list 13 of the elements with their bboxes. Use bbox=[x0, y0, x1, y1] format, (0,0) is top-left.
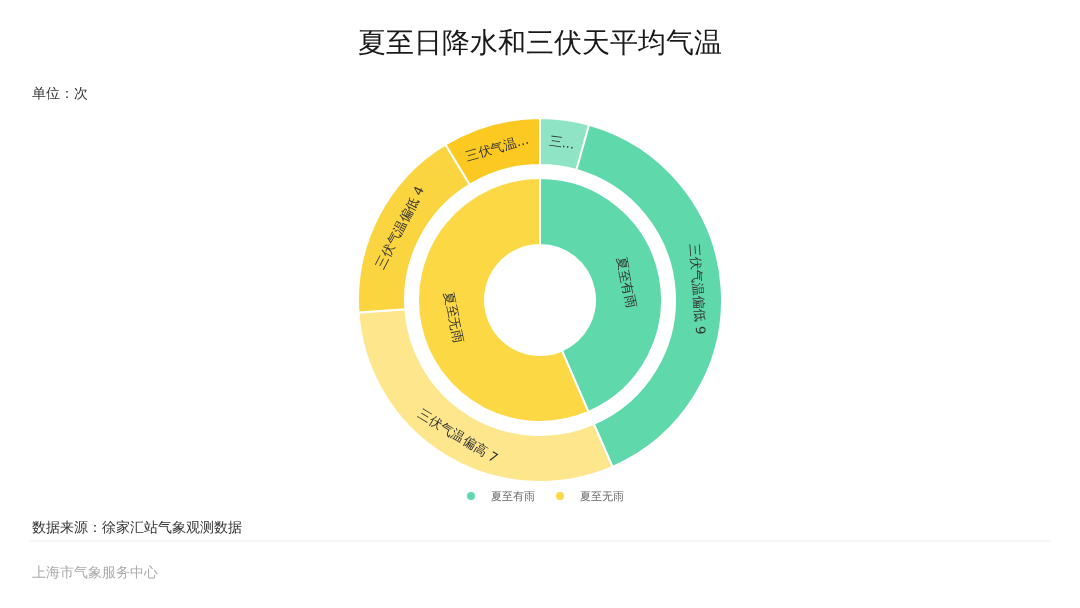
chart-title: 夏至日降水和三伏天平均气温 bbox=[358, 25, 722, 59]
source-note: 数据来源：徐家汇站气象观测数据 bbox=[32, 519, 242, 535]
slice-label: 三伏气温偏低 9 bbox=[687, 243, 709, 335]
slice-label: 夏至无雨 bbox=[441, 290, 467, 345]
slice-label: 三伏气温... bbox=[464, 131, 531, 164]
slice-label: 三... bbox=[548, 133, 576, 152]
slice-label: 三伏气温偏低 4 bbox=[372, 183, 428, 271]
legend-label: 夏至有雨 bbox=[491, 490, 535, 504]
text: 单位：次 bbox=[32, 85, 88, 101]
slice-label: 三伏气温偏高 7 bbox=[415, 405, 501, 466]
text: 上海市气象服务中心 bbox=[32, 564, 158, 580]
legend-label: 夏至无雨 bbox=[580, 490, 624, 504]
slice-label: 夏至有雨 bbox=[613, 255, 639, 310]
